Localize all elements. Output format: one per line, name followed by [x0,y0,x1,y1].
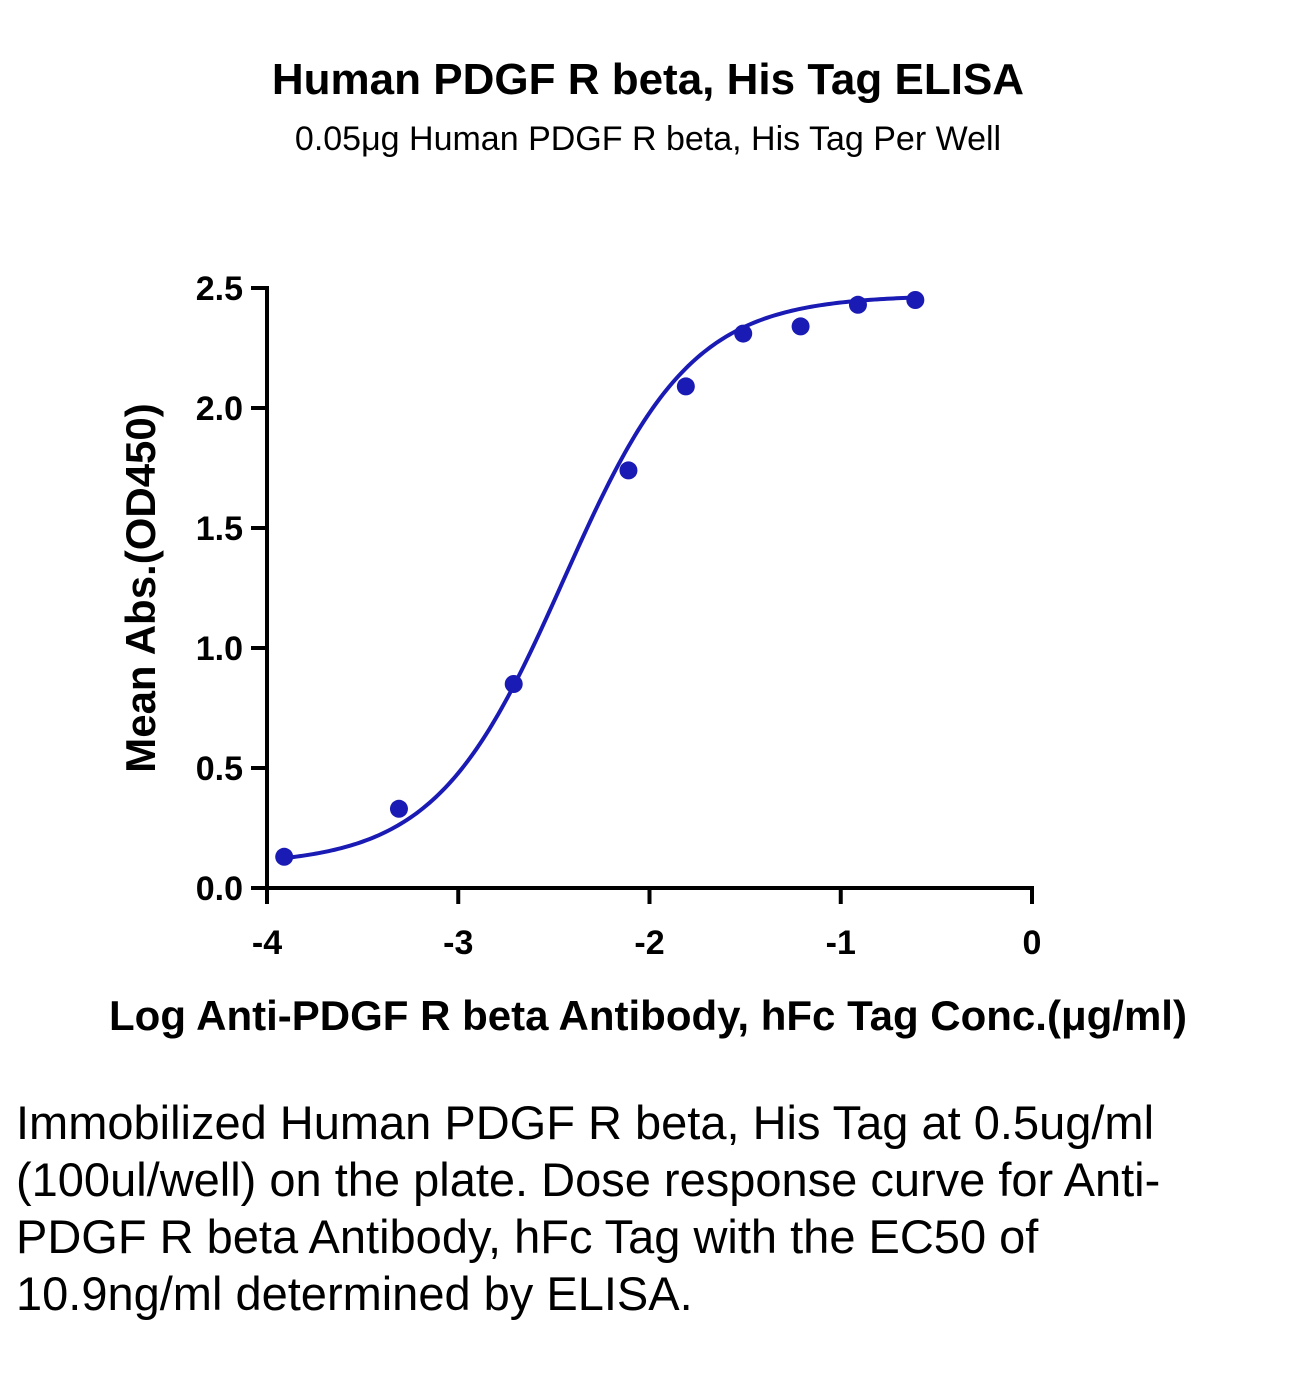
chart-title: Human PDGF R beta, His Tag ELISA [272,55,1024,104]
y-axis: 0.0 0.5 1.0 1.5 2.0 2.5 [196,270,269,908]
elisa-chart: Human PDGF R beta, His Tag ELISA 0.05μg … [109,55,1187,1039]
data-point [848,295,867,314]
x-tick-label: -2 [634,924,664,962]
y-tick-label: 2.5 [196,270,243,308]
y-tick-label: 0.5 [196,750,243,788]
chart-subtitle: 0.05μg Human PDGF R beta, His Tag Per We… [295,120,1001,158]
data-point [791,317,810,336]
y-tick-label: 2.0 [196,390,243,428]
data-point [504,675,523,693]
y-tick-label: 1.5 [196,510,243,548]
data-point [734,324,753,343]
fit-curve-line [283,295,916,861]
x-axis-title: Log Anti-PDGF R beta Antibody, hFc Tag C… [109,992,1187,1039]
data-point [676,377,695,396]
x-tick-label: -1 [826,924,856,962]
data-points [275,291,925,866]
x-tick-label: -4 [252,924,282,962]
x-tick-label: -3 [443,924,473,962]
x-axis: -4 -3 -2 -1 0 [252,886,1042,962]
x-tick-label: 0 [1023,924,1042,962]
y-axis-title: Mean Abs.(OD450) [117,403,164,773]
data-point [275,847,294,866]
y-tick-label: 0.0 [196,870,243,908]
data-point [389,799,408,818]
figure-caption: Immobilized Human PDGF R beta, His Tag a… [16,1096,1161,1320]
data-point [619,461,638,480]
y-tick-label: 1.0 [196,630,243,668]
data-point [906,291,925,309]
